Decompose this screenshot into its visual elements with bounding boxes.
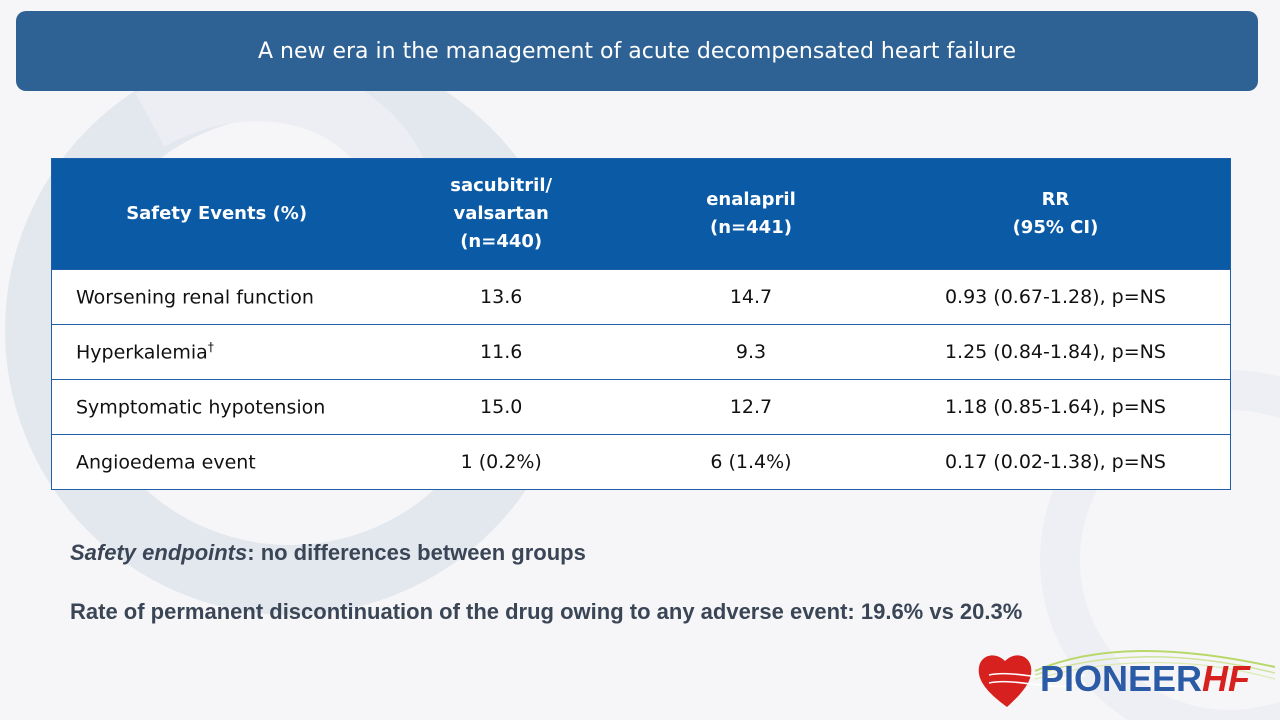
rr-value: 1.18 (0.85-1.64), p=NS — [880, 379, 1231, 435]
rr-value: 0.93 (0.67-1.28), p=NS — [880, 269, 1231, 325]
sacubitril-value: 11.6 — [381, 324, 622, 380]
rr-value: 1.25 (0.84-1.84), p=NS — [880, 324, 1231, 380]
pioneer-hf-logo — [978, 650, 1275, 707]
sacubitril-value: 13.6 — [381, 269, 622, 325]
safety-events-table: Safety Events (%) sacubitril/ valsartan … — [51, 158, 1231, 490]
header-sacubitril-valsartan: sacubitril/ valsartan (n=440) — [381, 158, 622, 270]
table-row: Angioedema event 1 (0.2%) 6 (1.4%) 0.17 … — [51, 434, 1231, 490]
enalapril-value: 14.7 — [621, 269, 881, 325]
header-enalapril: enalapril (n=441) — [621, 158, 881, 270]
event-label: Hyperkalemia† — [51, 324, 382, 380]
sacubitril-value: 1 (0.2%) — [381, 434, 622, 490]
table-row: Symptomatic hypotension 15.0 12.7 1.18 (… — [51, 379, 1231, 435]
table-row: Worsening renal function 13.6 14.7 0.93 … — [51, 269, 1231, 325]
wave-lines-icon — [1034, 650, 1275, 672]
table-row: Hyperkalemia† 11.6 9.3 1.25 (0.84-1.84),… — [51, 324, 1231, 380]
slide-title-bar: A new era in the management of acute dec… — [16, 11, 1258, 91]
enalapril-value: 9.3 — [621, 324, 881, 380]
slide-title: A new era in the management of acute dec… — [257, 38, 1017, 64]
discontinuation-note: Rate of permanent discontinuation of the… — [70, 599, 1023, 624]
safety-endpoints-emphasis: Safety endpoints — [70, 540, 248, 565]
header-rr: RR (95% CI) — [880, 158, 1231, 270]
event-label: Worsening renal function — [51, 269, 382, 325]
pioneer-hf-wordmark: PIONEERHF — [1040, 658, 1251, 699]
sacubitril-value: 15.0 — [381, 379, 622, 435]
header-safety-events: Safety Events (%) — [51, 158, 382, 270]
enalapril-value: 6 (1.4%) — [621, 434, 881, 490]
rr-value: 0.17 (0.02-1.38), p=NS — [880, 434, 1231, 490]
event-label: Symptomatic hypotension — [51, 379, 382, 435]
safety-endpoints-note: Safety endpoints: no differences between… — [70, 540, 586, 566]
enalapril-value: 12.7 — [621, 379, 881, 435]
safety-endpoints-text: : no differences between groups — [247, 540, 586, 565]
event-label: Angioedema event — [51, 434, 382, 490]
table-header-row: Safety Events (%) sacubitril/ valsartan … — [51, 158, 1231, 270]
